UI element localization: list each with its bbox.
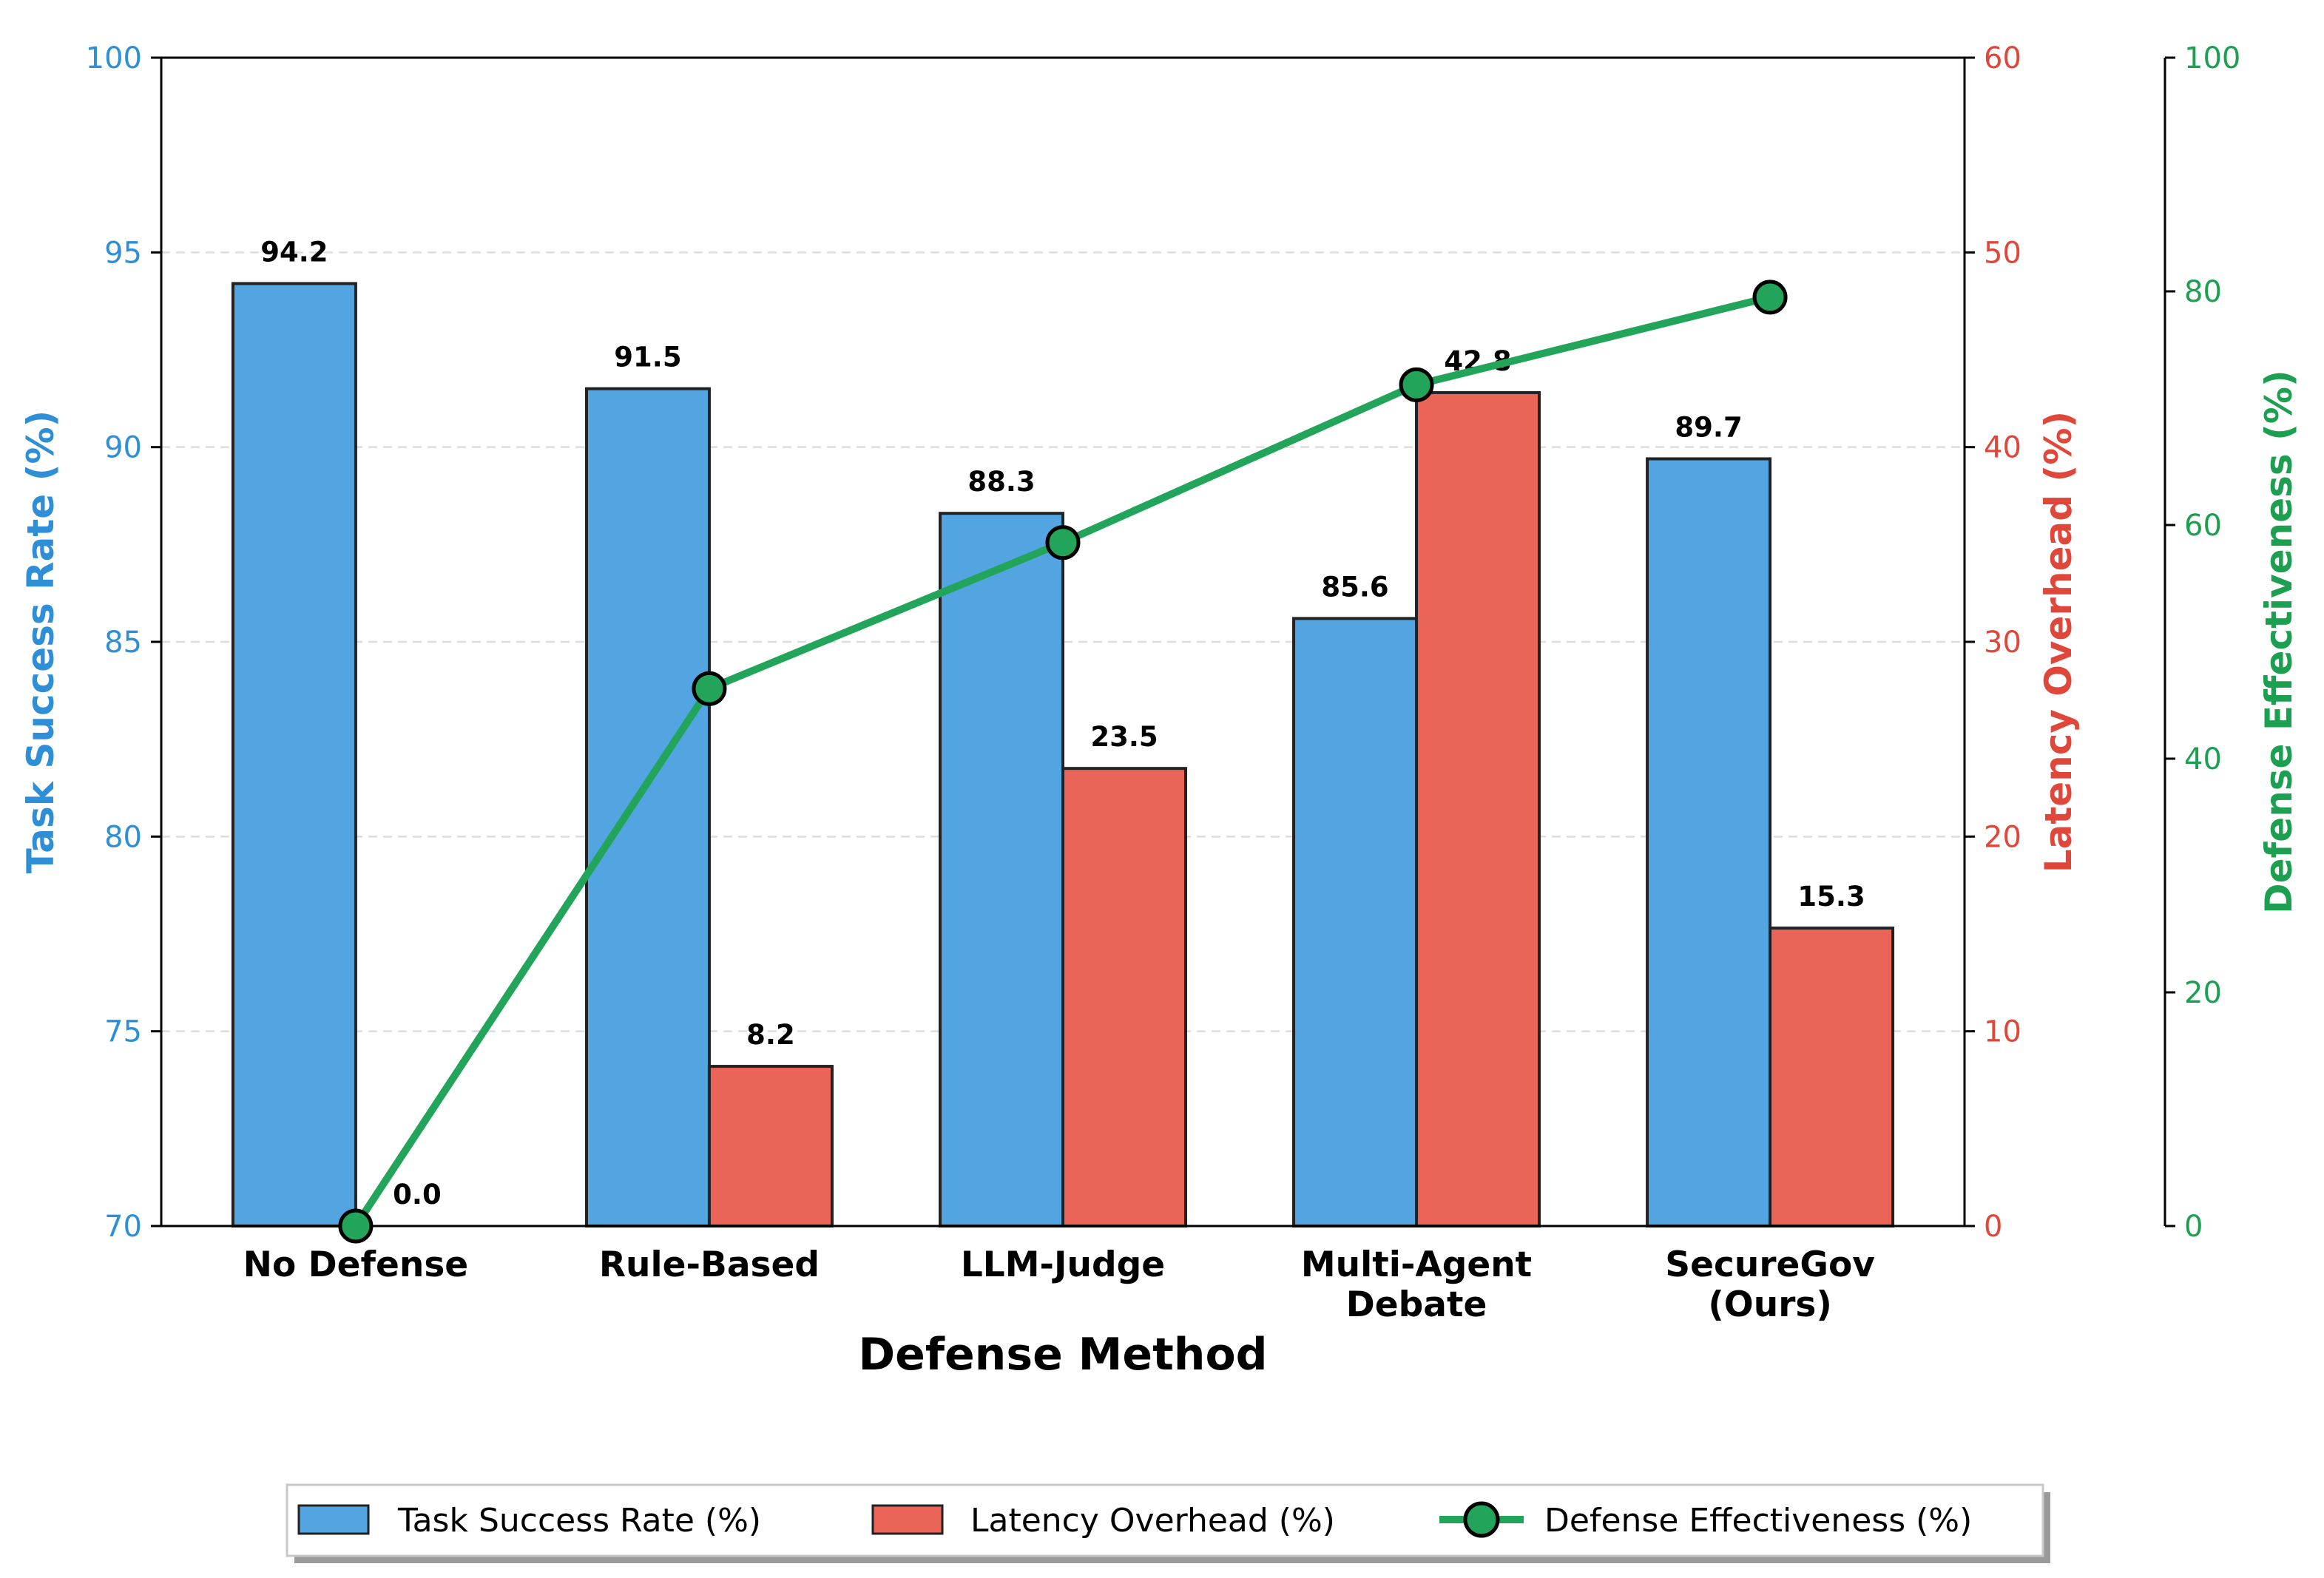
defense-effectiveness-point [1752,280,1788,315]
axis-tick-label: 95 [104,236,142,270]
axis-tick-label: 10 [1984,1015,2021,1049]
left-axis-title: Task Success Rate (%) [19,410,62,874]
task-success-value-label: 85.6 [1321,571,1388,603]
task-success-value-label: 88.3 [967,466,1035,498]
category-label: No Defense [243,1245,469,1285]
latency-overhead-bar [1415,390,1541,1227]
legend-swatch-latency-overhead [871,1504,944,1535]
axis-tick-label: 50 [1984,236,2021,270]
latency-overhead-value-label: 15.3 [1797,881,1865,912]
legend: Task Success Rate (%) Latency Overhead (… [286,1483,2050,1563]
task-success-value-label: 89.7 [1675,411,1742,443]
legend-box [286,1483,2044,1557]
axis-tick-label: 85 [104,626,142,660]
category-label-line: Debate [1346,1284,1487,1325]
axis-tick-label: 20 [2184,976,2222,1010]
secondary-right-axis-title: Defense Effectiveness (%) [2257,370,2300,914]
legend-swatch-defense-marker [1463,1501,1500,1538]
axis-tick-label: 80 [104,820,142,854]
axis-tick-label: 40 [2184,742,2222,776]
category-label: Multi-Agent Debate [1301,1245,1532,1325]
secondary-right-axis-ticks: 0 20 40 60 80 100 [2165,41,2240,1244]
defense-effectiveness-point [692,671,727,706]
category-label-line: (Ours) [1708,1284,1832,1325]
latency-overhead-bar [1769,927,1895,1227]
right-axis-ticks: 0 10 20 30 40 50 60 [1965,41,2021,1244]
category-label: Rule-Based [599,1245,820,1285]
legend-swatch-task-success [297,1504,370,1535]
axis-tick-label: 0 [2184,1210,2203,1244]
defense-effectiveness-point [1399,367,1434,402]
task-success-value-label: 91.5 [614,342,681,373]
category-label-line: LLM-Judge [961,1245,1165,1285]
axis-tick-label: 30 [1984,626,2021,660]
category-label: SecureGov (Ours) [1665,1245,1875,1325]
legend-label-latency-overhead: Latency Overhead (%) [970,1502,1335,1540]
latency-overhead-value-label: 8.2 [746,1019,795,1051]
task-success-bar [939,512,1064,1227]
axis-tick-label: 70 [104,1210,142,1244]
task-success-value-labels: 94.2 91.5 88.3 85.6 89.7 [260,236,1742,603]
axis-tick-label: 60 [2184,509,2222,543]
axis-tick-label: 75 [104,1015,142,1049]
latency-overhead-bars [707,390,1895,1227]
axis-tick-label: 90 [104,431,142,465]
axis-tick-label: 100 [2184,41,2240,75]
right-axis-title: Latency Overhead (%) [2037,411,2080,873]
latency-overhead-value-label: 0.0 [393,1179,442,1210]
left-axis-ticks: 70 75 80 85 90 95 100 [86,41,161,1244]
latency-overhead-value-labels: 0.08.223.542.815.3 [393,345,1865,1210]
task-success-value-label: 94.2 [260,236,328,268]
legend-label-task-success: Task Success Rate (%) [397,1502,761,1540]
category-label-line: Rule-Based [599,1245,820,1285]
x-axis-title: Defense Method [858,1329,1267,1381]
latency-overhead-value-label: 23.5 [1090,721,1158,753]
category-label-line: No Defense [243,1245,469,1285]
category-labels: No Defense Rule-Based LLM-Judge Multi-Agent… [243,1245,1875,1325]
axis-tick-label: 20 [1984,820,2021,854]
legend-label-defense-effectiveness: Defense Effectiveness (%) [1544,1502,1972,1540]
axis-tick-label: 0 [1984,1210,2002,1244]
latency-overhead-bar [1061,767,1187,1227]
task-success-bar [1292,617,1419,1227]
category-label: LLM-Judge [961,1245,1165,1285]
axis-tick-label: 100 [86,41,142,75]
task-success-bar [231,282,357,1227]
defense-effectiveness-point [1045,525,1081,561]
category-label-line: Multi-Agent [1301,1245,1532,1285]
axis-tick-label: 80 [2184,275,2222,309]
category-label-line: SecureGov [1665,1245,1875,1285]
axis-tick-label: 40 [1984,431,2021,465]
latency-overhead-bar [707,1065,834,1227]
defense-effectiveness-line [338,280,1788,1244]
defense-effectiveness-point [338,1208,374,1244]
task-success-bar [584,387,711,1228]
axis-tick-label: 60 [1984,41,2021,75]
task-success-bar [1646,457,1772,1227]
